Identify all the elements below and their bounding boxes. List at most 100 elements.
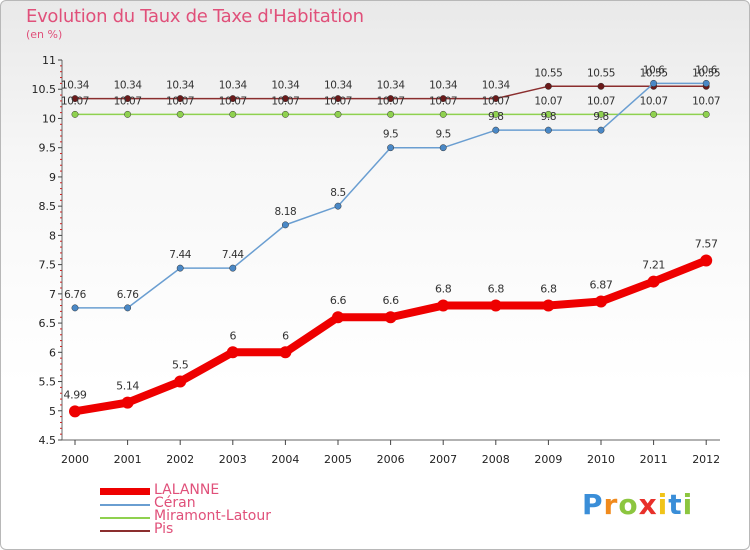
legend-label-ceran: Céran xyxy=(154,495,196,511)
data-point-miramont xyxy=(597,110,605,118)
y-tick-label: 6.5 xyxy=(39,317,57,330)
data-label-ceran: 8.18 xyxy=(275,206,297,218)
chart-title: Evolution du Taux de Taxe d'Habitation xyxy=(26,6,364,27)
y-tick-label: 7.5 xyxy=(39,259,57,272)
data-label-miramont: 10.07 xyxy=(271,95,299,107)
data-point-miramont xyxy=(544,110,552,118)
data-label-lalanne: 6.8 xyxy=(540,283,557,296)
logo-letter: o xyxy=(618,488,639,521)
data-label-lalanne: 4.99 xyxy=(64,388,87,401)
data-point-miramont xyxy=(387,110,395,118)
proxiti-logo: Proxiti xyxy=(582,488,693,521)
y-tick-label: 9.5 xyxy=(39,142,57,155)
data-label-ceran: 9.8 xyxy=(593,111,609,123)
x-tick-label: 2007 xyxy=(429,453,457,466)
data-point-lalanne xyxy=(226,346,239,359)
data-label-miramont: 10.07 xyxy=(640,95,668,107)
data-label-ceran: 7.44 xyxy=(222,249,244,261)
x-tick-label: 2011 xyxy=(640,453,668,466)
data-label-ceran: 9.5 xyxy=(435,129,451,141)
y-tick-label: 5.5 xyxy=(39,376,57,389)
y-tick-label: 8.5 xyxy=(39,200,57,213)
data-point-ceran xyxy=(597,126,605,134)
legend-swatch-miramont xyxy=(100,517,150,519)
data-label-pis: 10.55 xyxy=(587,67,615,79)
data-label-lalanne: 7.57 xyxy=(695,238,718,251)
x-tick-label: 2012 xyxy=(692,453,720,466)
data-point-lalanne xyxy=(69,405,81,418)
data-label-miramont: 10.07 xyxy=(219,95,247,107)
data-point-lalanne xyxy=(174,375,187,388)
data-label-pis: 10.34 xyxy=(114,80,143,92)
data-label-miramont: 10.07 xyxy=(114,95,142,107)
data-label-lalanne: 7.21 xyxy=(642,259,665,272)
y-tick-label: 8 xyxy=(49,229,56,242)
legend-label-lalanne: LALANNE xyxy=(154,482,220,498)
data-label-ceran: 10.6 xyxy=(695,64,717,76)
line-chart: 4.5 5 5.5 6 6.5 7 7.5 8 8.5 9 9.5 10 10.5 11 2000 2001 2… xyxy=(32,54,721,466)
data-point-pis xyxy=(544,82,552,90)
data-point-miramont xyxy=(281,110,289,118)
data-label-miramont: 10.07 xyxy=(429,95,457,107)
data-label-pis: 10.34 xyxy=(219,80,248,92)
data-label-ceran: 9.8 xyxy=(541,111,557,123)
data-label-pis: 10.34 xyxy=(271,80,300,92)
data-point-ceran xyxy=(229,264,237,272)
y-tick-label: 4.5 xyxy=(39,434,57,447)
logo-letter: x xyxy=(638,488,658,521)
data-label-lalanne: 6.8 xyxy=(435,283,452,296)
data-label-pis: 10.34 xyxy=(324,80,353,92)
data-point-ceran xyxy=(124,304,132,312)
y-tick-label: 5 xyxy=(49,405,56,418)
legend-swatch-lalanne xyxy=(100,488,150,495)
x-tick-label: 2000 xyxy=(61,453,89,466)
data-label-miramont: 10.07 xyxy=(377,95,405,107)
data-label-pis: 10.55 xyxy=(640,67,668,79)
data-label-miramont: 10.07 xyxy=(534,95,562,107)
data-label-ceran: 8.5 xyxy=(330,187,346,199)
data-point-ceran xyxy=(334,202,342,210)
data-label-lalanne: 6 xyxy=(282,329,289,342)
data-label-miramont: 10.07 xyxy=(61,95,89,107)
data-point-miramont xyxy=(124,110,132,118)
data-point-lalanne xyxy=(647,275,660,288)
logo-letter: P xyxy=(582,488,604,521)
data-label-miramont: 10.07 xyxy=(166,95,194,107)
data-point-miramont xyxy=(334,110,342,118)
logo-letter: i xyxy=(657,488,669,521)
data-point-pis xyxy=(281,95,289,103)
data-label-lalanne: 6.6 xyxy=(382,294,399,307)
data-point-lalanne xyxy=(121,396,134,409)
data-point-pis xyxy=(229,95,237,103)
data-label-lalanne: 6.6 xyxy=(330,294,347,307)
data-point-miramont xyxy=(650,110,658,118)
data-point-lalanne xyxy=(542,299,555,312)
data-label-lalanne: 5.14 xyxy=(116,380,139,393)
x-tick-label: 2003 xyxy=(219,453,247,466)
legend-label-pis: Pis xyxy=(154,521,174,537)
data-label-lalanne: 6 xyxy=(229,329,236,342)
data-point-lalanne xyxy=(595,295,607,308)
data-point-pis xyxy=(334,95,342,103)
chart-subtitle: (en %) xyxy=(26,28,63,41)
data-label-miramont: 10.07 xyxy=(587,95,615,107)
data-point-pis xyxy=(387,95,395,103)
data-point-miramont xyxy=(702,110,710,118)
data-point-lalanne xyxy=(279,346,292,359)
data-point-ceran xyxy=(650,79,658,87)
x-tick-label: 2001 xyxy=(114,453,142,466)
data-point-lalanne xyxy=(332,311,344,324)
data-label-pis: 10.34 xyxy=(377,80,406,92)
data-point-pis xyxy=(176,95,184,103)
data-label-pis: 10.34 xyxy=(429,80,458,92)
data-point-miramont xyxy=(229,110,237,118)
data-point-pis xyxy=(492,95,500,103)
data-point-ceran xyxy=(71,304,79,312)
data-point-ceran xyxy=(492,126,500,134)
data-point-miramont xyxy=(492,110,500,118)
data-point-lalanne xyxy=(489,299,502,312)
data-point-pis xyxy=(597,82,605,90)
x-tick-label: 2004 xyxy=(271,453,299,466)
data-point-pis xyxy=(439,95,447,103)
data-label-miramont: 10.07 xyxy=(692,95,720,107)
